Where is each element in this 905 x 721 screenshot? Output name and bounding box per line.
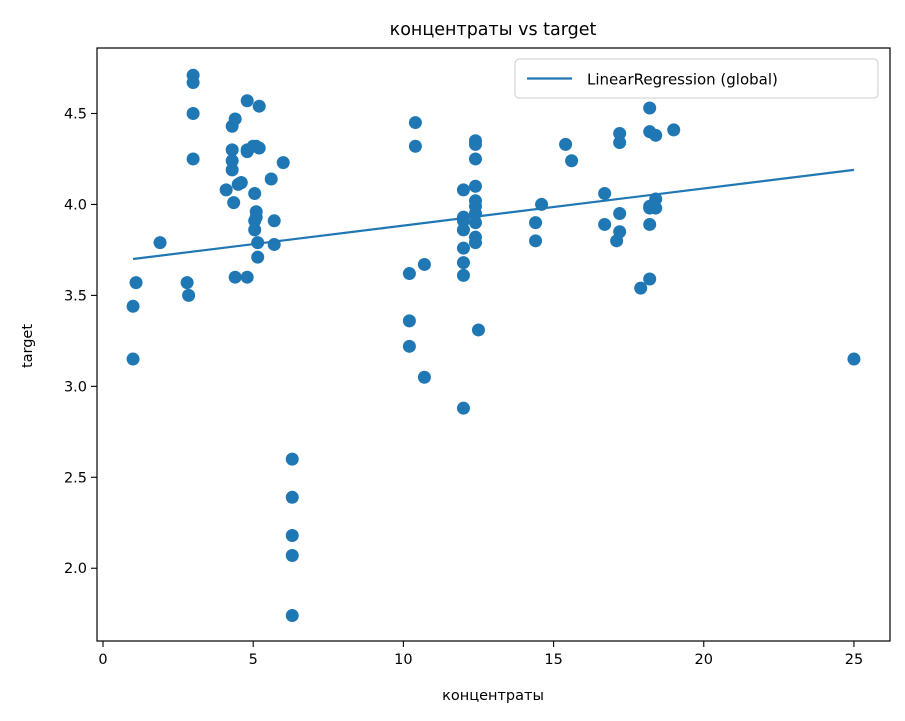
y-tick-label: 3.0: [64, 379, 87, 395]
legend-label: LinearRegression (global): [587, 71, 778, 89]
data-point: [613, 136, 627, 150]
data-point: [643, 217, 657, 231]
x-tick-label: 10: [394, 652, 412, 668]
regression-line: [132, 168, 855, 261]
y-tick-label: 4.0: [64, 197, 87, 213]
data-point: [643, 272, 657, 286]
data-point: [126, 352, 140, 366]
data-point: [248, 187, 262, 201]
data-point: [285, 490, 299, 504]
x-tick-label: 0: [98, 652, 107, 668]
data-point: [285, 549, 299, 563]
data-point: [252, 141, 266, 155]
data-point: [264, 172, 278, 186]
data-point: [248, 214, 262, 228]
data-point: [613, 225, 627, 239]
legend-box: [514, 58, 879, 99]
data-point: [240, 94, 254, 108]
data-point: [186, 76, 200, 90]
data-point: [182, 288, 196, 302]
data-point: [225, 154, 239, 168]
y-tick-label: 2.5: [64, 470, 87, 486]
data-point: [456, 223, 470, 237]
plot-area: 0 5 10 15 20 25 2.0 2.5 3.0 3.5 4.0 4.5 LinearRegres…: [64, 47, 891, 668]
data-point: [468, 152, 482, 166]
chart-title: концентраты vs target: [390, 20, 597, 40]
data-point: [643, 101, 657, 115]
data-point: [456, 401, 470, 415]
data-point: [456, 256, 470, 270]
data-point: [613, 126, 627, 140]
data-point: [598, 187, 612, 201]
data-point: [598, 217, 612, 231]
y-axis-label: target: [20, 324, 36, 368]
data-point: [219, 183, 233, 197]
data-point: [234, 176, 248, 190]
data-point: [649, 201, 663, 215]
data-point: [248, 223, 262, 237]
data-point: [559, 137, 573, 151]
data-point: [402, 339, 416, 353]
data-point: [529, 234, 543, 248]
data-point: [417, 257, 431, 271]
data-point: [408, 116, 422, 130]
data-point: [402, 314, 416, 328]
data-point: [456, 183, 470, 197]
y-tick-label: 4.5: [64, 106, 87, 122]
x-tick-label: 20: [695, 652, 713, 668]
data-point: [285, 528, 299, 542]
x-tick-label: 5: [249, 652, 258, 668]
data-point: [251, 250, 265, 264]
data-point: [529, 216, 543, 230]
data-point: [126, 299, 140, 313]
x-axis-label: концентраты: [442, 688, 544, 704]
data-point: [129, 276, 143, 290]
data-point: [634, 281, 648, 295]
data-point: [225, 163, 239, 177]
data-point: [613, 207, 627, 221]
data-point: [471, 323, 485, 337]
data-point: [180, 276, 194, 290]
data-point: [468, 137, 482, 151]
data-point: [285, 609, 299, 623]
data-point: [228, 112, 242, 126]
plot-frame: [96, 47, 891, 642]
data-point: [468, 216, 482, 230]
data-point: [240, 270, 254, 284]
data-point: [153, 236, 167, 250]
data-point: [468, 236, 482, 250]
data-point: [276, 156, 290, 170]
data-point: [186, 106, 200, 120]
data-point: [847, 352, 861, 366]
x-tick-label: 25: [845, 652, 863, 668]
x-tick-label: 15: [544, 652, 562, 668]
data-point: [667, 123, 681, 137]
data-point: [228, 270, 242, 284]
data-point: [456, 241, 470, 255]
data-point: [468, 179, 482, 193]
data-point: [252, 99, 266, 113]
y-tick-label: 2.0: [64, 561, 87, 577]
y-tick-label: 3.5: [64, 288, 87, 304]
data-point: [227, 196, 241, 210]
data-point: [565, 154, 579, 168]
data-point: [186, 152, 200, 166]
data-point: [408, 139, 422, 153]
data-point: [285, 452, 299, 466]
data-point: [456, 268, 470, 282]
data-point: [225, 143, 239, 157]
data-point: [267, 214, 281, 228]
data-point: [402, 267, 416, 281]
data-point: [417, 370, 431, 384]
data-point: [649, 128, 663, 142]
